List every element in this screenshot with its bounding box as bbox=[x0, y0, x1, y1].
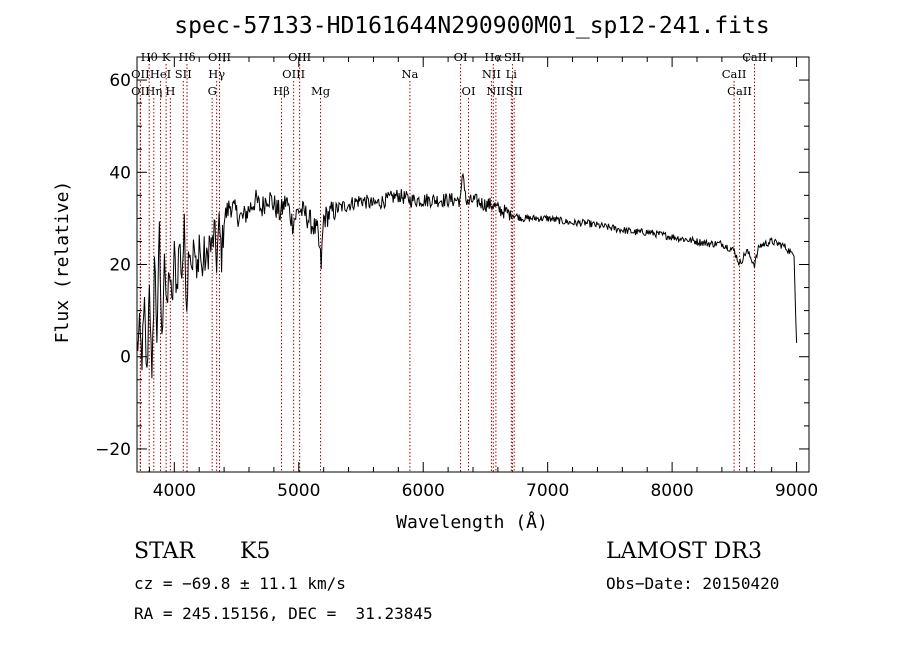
x-tick-label: 8000 bbox=[650, 481, 693, 501]
spectrum-line bbox=[136, 172, 798, 379]
line-label: Hα bbox=[484, 50, 502, 64]
line-label: NII bbox=[482, 67, 501, 81]
line-label: OII bbox=[131, 67, 150, 81]
spectral-line-markers bbox=[139, 64, 755, 472]
chart-title: spec-57133-HD161644N290900M01_sp12-241.f… bbox=[174, 13, 769, 39]
line-label: CaII bbox=[722, 67, 747, 81]
line-label: SII bbox=[504, 50, 521, 64]
line-label: Hη bbox=[145, 84, 162, 98]
line-label: Hγ bbox=[208, 67, 225, 81]
coordinates: RA = 245.15156, DEC = 31.23845 bbox=[134, 604, 433, 623]
x-tick-label: 4000 bbox=[153, 481, 196, 501]
x-tick-label: 9000 bbox=[775, 481, 818, 501]
x-axis-label: Wavelength (Å) bbox=[396, 511, 548, 533]
line-label: CaII bbox=[727, 84, 752, 98]
line-label: Li bbox=[506, 67, 518, 81]
survey-name: LAMOST DR3 bbox=[606, 539, 762, 564]
line-label: SII bbox=[175, 67, 192, 81]
x-tick-label: 5000 bbox=[277, 481, 320, 501]
line-label: Mg bbox=[311, 84, 331, 98]
line-label: HeI bbox=[150, 67, 171, 81]
object-subclass: K5 bbox=[240, 539, 271, 564]
line-label: G bbox=[208, 84, 217, 98]
line-label: OI bbox=[462, 84, 476, 98]
x-tick-label: 7000 bbox=[526, 481, 569, 501]
plot-frame bbox=[136, 56, 810, 473]
line-label: OIII bbox=[288, 50, 311, 64]
x-tick-label: 6000 bbox=[402, 481, 445, 501]
line-label: OIII bbox=[208, 50, 231, 64]
y-tick-label: −20 bbox=[95, 440, 131, 460]
y-tick-label: 60 bbox=[109, 71, 131, 91]
line-label: CaII bbox=[742, 50, 767, 64]
y-axis-label: Flux (relative) bbox=[52, 181, 73, 344]
line-label: H bbox=[165, 84, 175, 98]
redshift-cz: cz = −69.8 ± 11.1 km/s bbox=[134, 574, 346, 593]
line-label: SII bbox=[506, 84, 523, 98]
line-label: Hβ bbox=[273, 84, 290, 98]
line-label: OIII bbox=[282, 67, 305, 81]
line-label: NII bbox=[486, 84, 505, 98]
y-axis-ticks: −20 0 20 40 60 bbox=[95, 56, 809, 473]
line-label: Hδ bbox=[179, 50, 196, 64]
line-label: OI bbox=[454, 50, 468, 64]
y-tick-label: 0 bbox=[120, 348, 131, 368]
object-class: STAR bbox=[134, 539, 195, 564]
y-tick-label: 40 bbox=[109, 163, 131, 183]
y-tick-label: 20 bbox=[109, 256, 131, 276]
line-label: Na bbox=[401, 67, 418, 81]
x-axis-ticks: 4000 5000 6000 7000 8000 9000 bbox=[148, 57, 818, 501]
line-label: OII bbox=[131, 84, 150, 98]
line-label: K bbox=[162, 50, 171, 64]
observation-date: Obs−Date: 20150420 bbox=[606, 574, 780, 593]
